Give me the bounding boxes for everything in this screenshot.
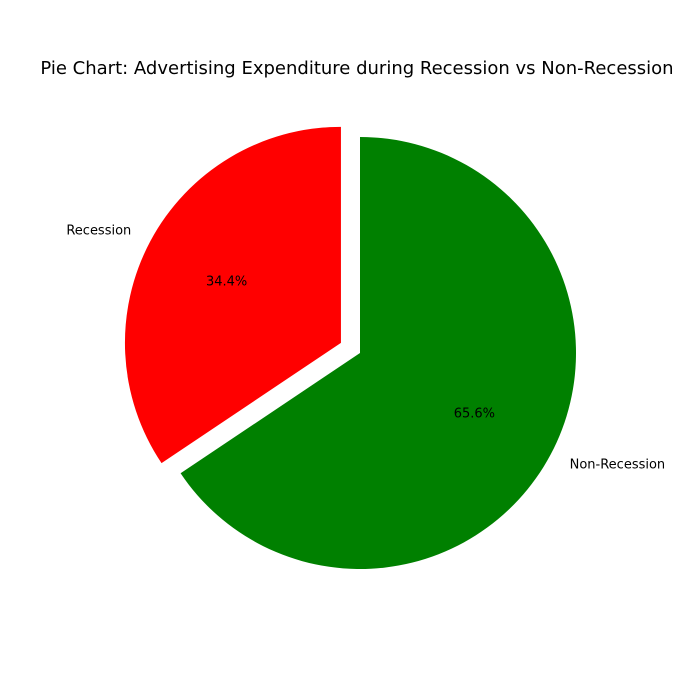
- pie-slice-recession: [124, 126, 341, 464]
- slice-percent-label: 65.6%: [454, 407, 495, 422]
- pie-slice-non-recession: [180, 137, 576, 569]
- slice-label: Non-Recession: [570, 457, 666, 472]
- slice-percent-label: 34.4%: [206, 274, 247, 289]
- slice-label: Recession: [66, 223, 131, 238]
- chart-title: Pie Chart: Advertising Expenditure durin…: [40, 58, 674, 79]
